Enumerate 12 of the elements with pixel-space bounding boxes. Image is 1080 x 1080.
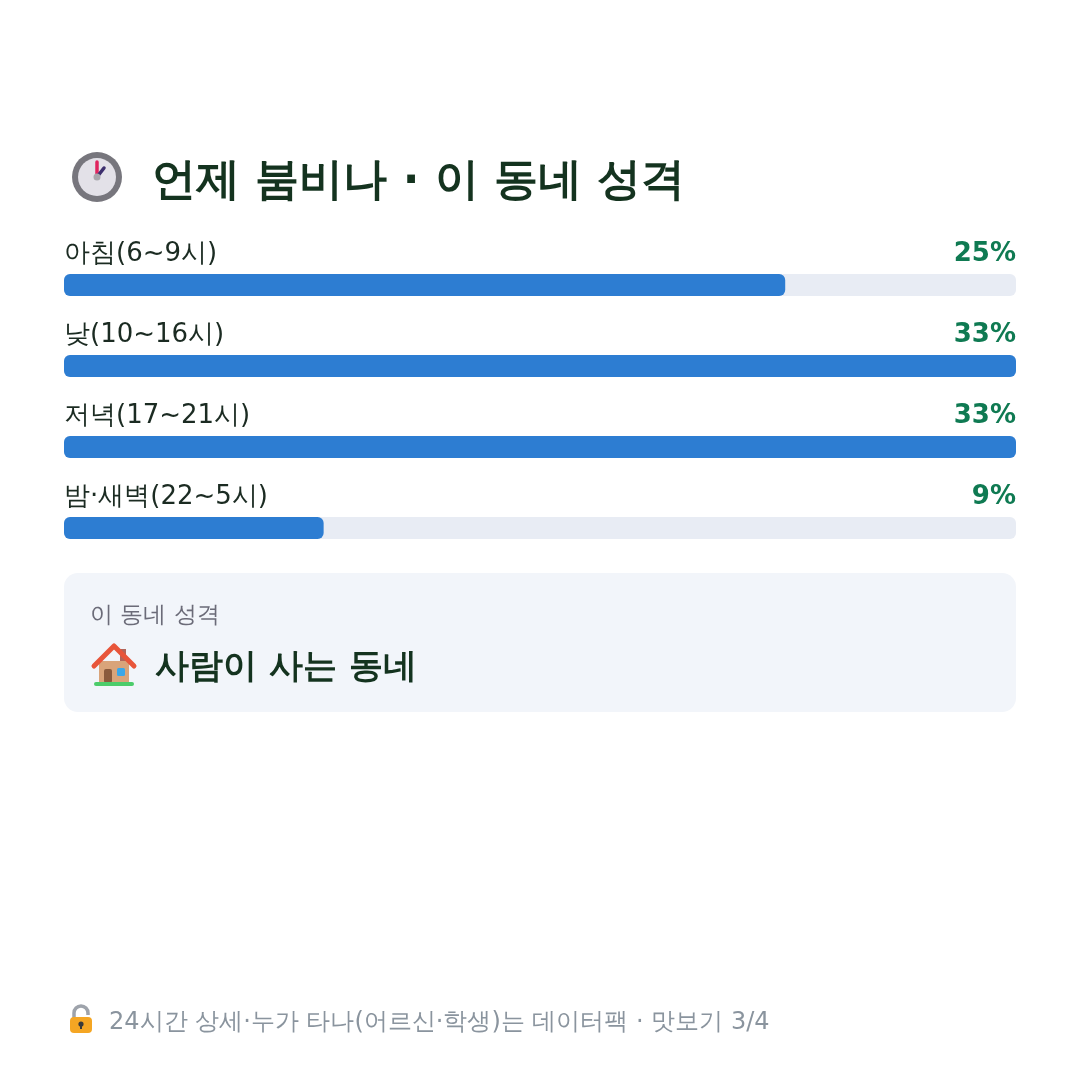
y-tick-label: 밤·새벽(22~5시): [64, 480, 268, 510]
chart-title: 언제 붐비나 · 이 동네 성격: [152, 153, 686, 204]
data-label: 25%: [953, 237, 1016, 267]
data-label: 33%: [953, 399, 1016, 429]
text: 24시간 상세·누가 타나(어르신·학생)는 데이터팩 · 맛보기 3/4: [109, 1007, 770, 1035]
text: 사람이 사는 동네: [155, 645, 417, 685]
y-tick-label: 저녁(17~21시): [64, 399, 251, 429]
text: 이 동네 성격: [90, 601, 220, 627]
y-tick-label: 낮(10~16시): [64, 318, 225, 348]
y-tick-label: 아침(6~9시): [64, 237, 218, 267]
data-label: 9%: [971, 480, 1016, 510]
data-label: 33%: [953, 318, 1016, 348]
